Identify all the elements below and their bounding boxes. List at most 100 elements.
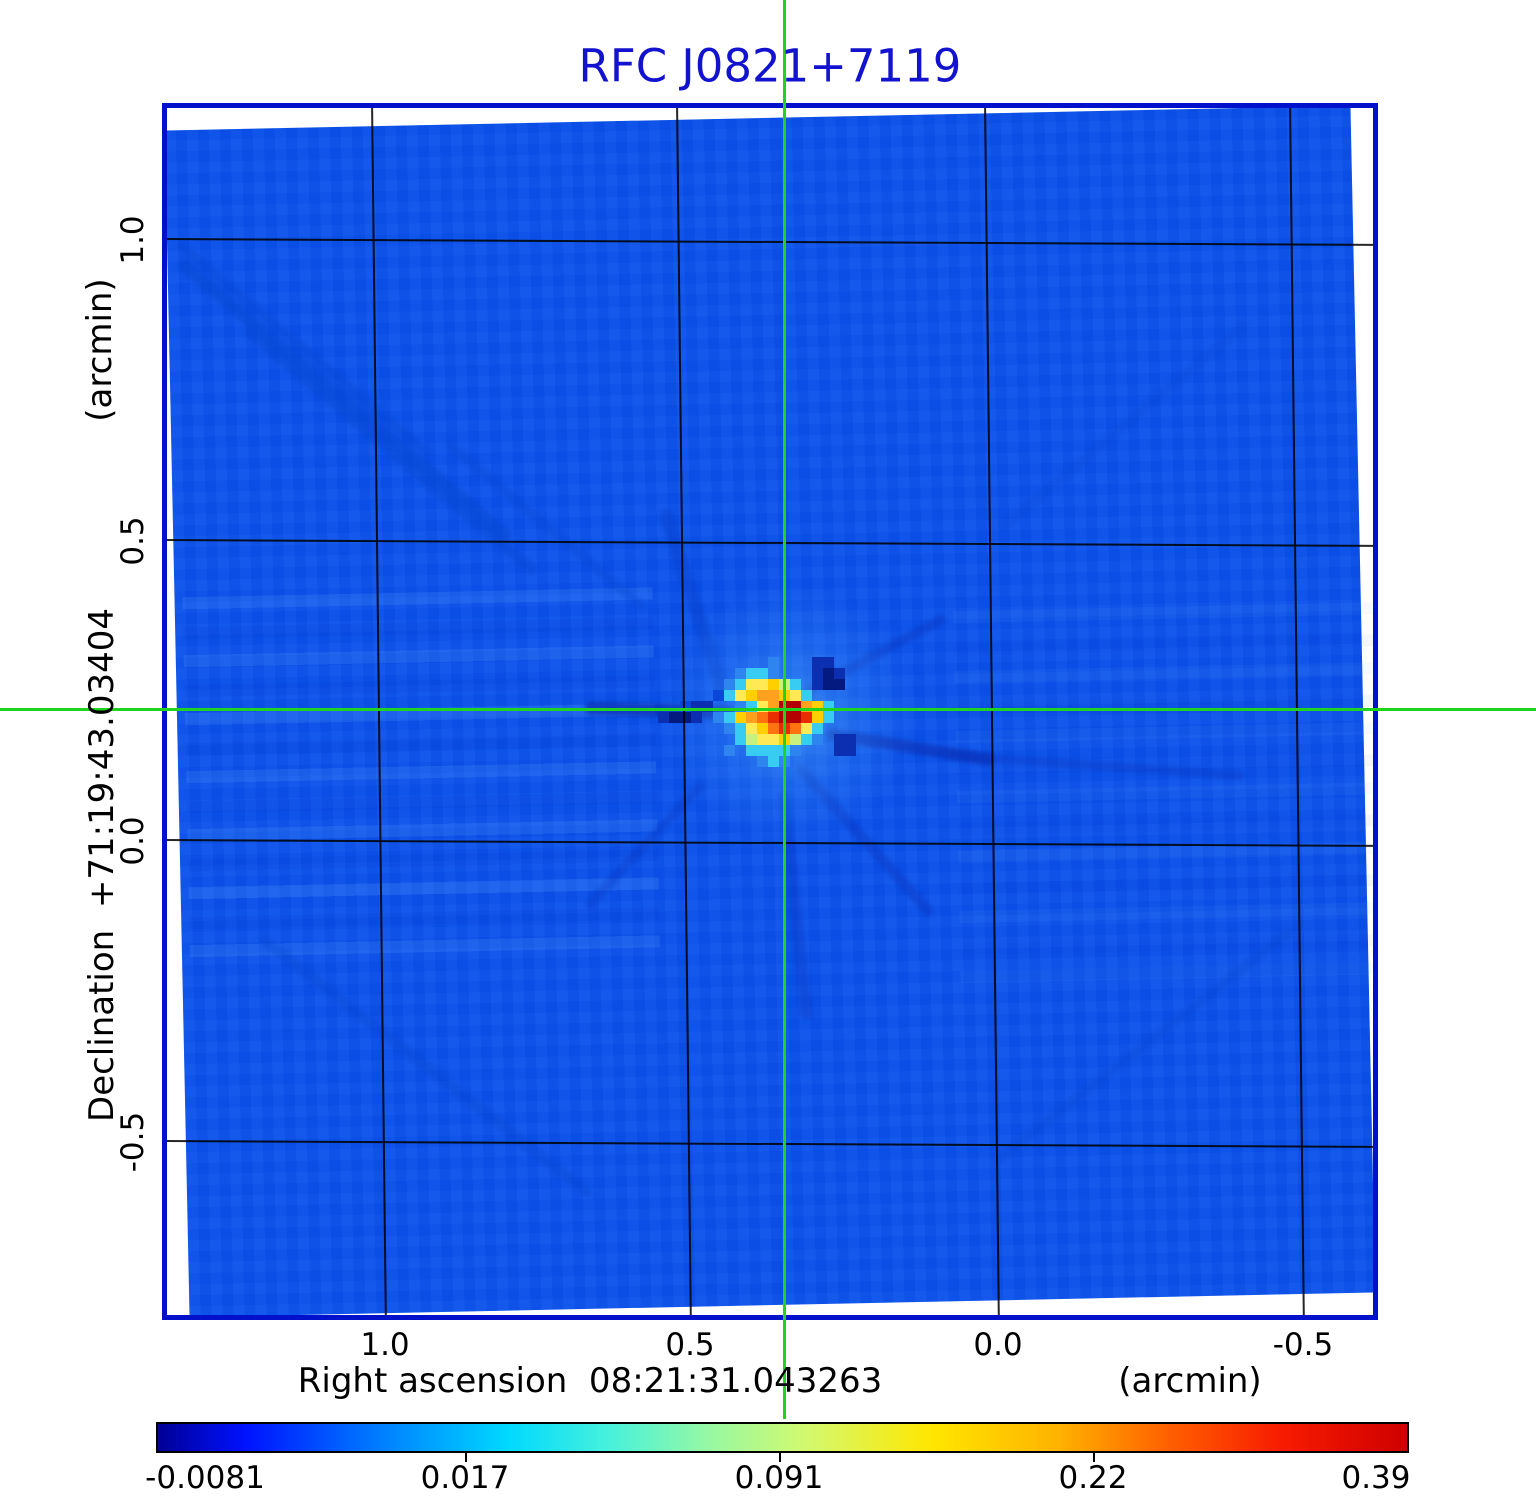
source-pixel — [746, 712, 757, 723]
source-pixel — [658, 712, 669, 723]
colorbar-tick — [465, 1453, 467, 1462]
source-pixel — [691, 701, 702, 712]
source-pixel — [746, 668, 757, 679]
source-pixel — [823, 657, 834, 668]
source-pixel — [801, 690, 812, 701]
source-pixel — [801, 734, 812, 745]
y-axis-unit: (arcmin) — [80, 278, 120, 422]
source-pixel — [790, 690, 801, 701]
source-pixel — [812, 679, 823, 690]
source-pixel — [768, 657, 779, 668]
source-pixel — [757, 756, 768, 767]
source-pixel — [735, 679, 746, 690]
source-pixel — [790, 712, 801, 723]
source-pixel — [834, 668, 845, 679]
source-pixel — [724, 712, 735, 723]
x-tick-label: 1.0 — [360, 1327, 410, 1363]
colorbar-label: 0.091 — [734, 1460, 824, 1496]
source-pixel — [812, 723, 823, 734]
source-pixel — [790, 701, 801, 712]
source-pixel — [834, 734, 845, 745]
source-pixel — [702, 701, 713, 712]
source-pixel — [823, 679, 834, 690]
source-pixel — [812, 668, 823, 679]
source-pixel — [713, 712, 724, 723]
source-pixel — [812, 734, 823, 745]
source-pixel — [768, 679, 779, 690]
source-pixel — [746, 701, 757, 712]
x-axis-label: Right ascension 08:21:31.043263 — [297, 1361, 883, 1401]
x-tick-label: 0.0 — [973, 1327, 1023, 1363]
colorbar-gradient — [156, 1422, 1409, 1453]
source-pixel — [713, 690, 724, 701]
source-pixel — [834, 745, 845, 756]
source-pixel — [735, 668, 746, 679]
figure-title: RFC J0821+7119 — [578, 39, 962, 93]
source-pixel — [768, 734, 779, 745]
source-pixel — [790, 679, 801, 690]
source-pixel — [812, 657, 823, 668]
source-pixel — [746, 679, 757, 690]
source-pixel — [768, 701, 779, 712]
colorbar-tick — [779, 1453, 781, 1462]
crosshair-horizontal-line — [0, 708, 1536, 711]
source-pixel — [735, 723, 746, 734]
source-pixel — [801, 723, 812, 734]
x-tick-label: -0.5 — [1272, 1327, 1334, 1363]
source-pixel — [801, 712, 812, 723]
source-pixel — [746, 745, 757, 756]
y-tick-label: 0.5 — [115, 516, 151, 566]
source-pixel — [768, 745, 779, 756]
source-pixel — [757, 712, 768, 723]
source-pixel — [757, 690, 768, 701]
source-pixel — [768, 690, 779, 701]
source-pixel — [735, 690, 746, 701]
colorbar-tick — [1093, 1453, 1095, 1462]
ripple-overlay-right — [952, 602, 1373, 992]
source-pixel — [823, 712, 834, 723]
colorbar-label: 0.017 — [420, 1460, 510, 1496]
colorbar-label: -0.0081 — [145, 1460, 265, 1496]
source-pixel — [790, 723, 801, 734]
source-pixel — [757, 701, 768, 712]
source-pixel — [680, 712, 691, 723]
source-pixel — [834, 679, 845, 690]
source-pixel — [768, 668, 779, 679]
source-pixel — [757, 679, 768, 690]
source-pixel — [746, 723, 757, 734]
source-pixel — [735, 734, 746, 745]
source-pixel — [680, 701, 691, 712]
y-tick-label: 1.0 — [115, 215, 151, 265]
y-axis-label: Declination +71:19:43.03404 — [82, 608, 122, 1122]
source-pixel — [790, 734, 801, 745]
source-pixel — [746, 690, 757, 701]
source-pixel — [768, 756, 779, 767]
source-pixel — [823, 701, 834, 712]
source-pixel — [845, 745, 856, 756]
source-pixel — [812, 712, 823, 723]
source-pixel — [757, 745, 768, 756]
source-pixel — [768, 712, 779, 723]
source-pixel — [801, 701, 812, 712]
plot-area — [162, 103, 1378, 1320]
x-axis-unit: (arcmin) — [1118, 1361, 1262, 1401]
source-pixel — [757, 734, 768, 745]
colorbar-label: 0.39 — [1341, 1460, 1411, 1496]
source-pixel — [724, 690, 735, 701]
source-pixel — [691, 712, 702, 723]
source-pixel — [757, 668, 768, 679]
source-pixel — [724, 679, 735, 690]
source-pixel — [724, 723, 735, 734]
colorbar-label: 0.22 — [1058, 1460, 1128, 1496]
source-pixel — [757, 723, 768, 734]
source-pixel — [768, 723, 779, 734]
source-pixel — [790, 745, 801, 756]
source-pixel — [746, 734, 757, 745]
source-pixel — [669, 712, 680, 723]
source-pixel — [724, 745, 735, 756]
x-tick-label: 0.5 — [665, 1327, 715, 1363]
source-pixel — [735, 712, 746, 723]
source-pixel — [812, 701, 823, 712]
source-pixel — [735, 701, 746, 712]
